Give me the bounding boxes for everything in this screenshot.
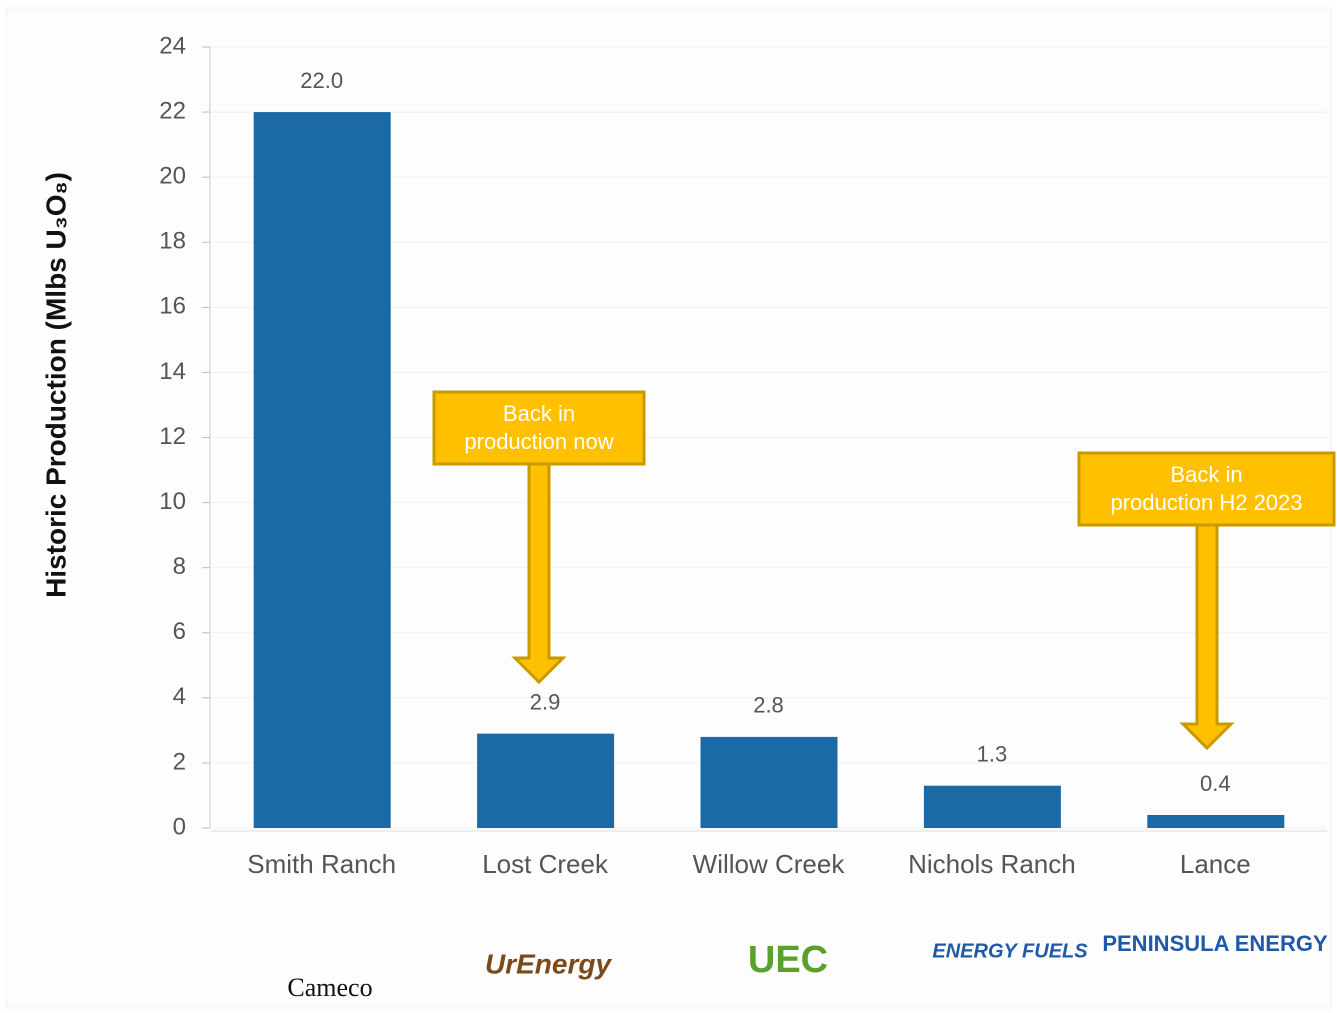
x-tick-label: Willow Creek [693, 849, 846, 879]
y-axis-label: Historic Production (Mlbs U₃O₈) [40, 172, 71, 598]
bar [1147, 814, 1285, 828]
y-tick-label: 24 [159, 32, 186, 59]
y-tick-label: 18 [159, 228, 186, 255]
y-tick-label: 8 [173, 553, 186, 580]
annotation-arrow [1179, 523, 1235, 751]
logo-text: Cameco [287, 973, 372, 1002]
y-tick-label: 4 [173, 683, 186, 710]
y-tick-label: 0 [173, 813, 186, 840]
annotation-arrow [511, 462, 567, 685]
x-tick-label: Nichols Ranch [908, 849, 1076, 879]
x-tick-label: Lance [1180, 849, 1251, 879]
logo-text: PENINSULA ENERGY [1102, 931, 1328, 956]
y-tick-label: 14 [159, 358, 186, 385]
logo-text: UEC [748, 939, 828, 981]
value-label: 2.8 [753, 693, 784, 718]
value-label: 1.3 [977, 742, 1008, 767]
annotation-text: production now [464, 429, 613, 454]
y-tick-label: 10 [159, 488, 186, 515]
annotation-box [432, 390, 646, 466]
y-tick-label: 12 [159, 423, 186, 450]
y-tick-label: 6 [173, 618, 186, 645]
annotation-text: production H2 2023 [1110, 490, 1302, 515]
bar [700, 736, 838, 828]
logo-text: ENERGY FUELS [932, 940, 1088, 962]
value-label: 2.9 [530, 689, 561, 714]
x-tick-label: Lost Creek [482, 849, 609, 879]
x-tick-label: Smith Ranch [247, 849, 396, 879]
bar [923, 785, 1061, 828]
value-label: 22.0 [300, 68, 343, 93]
annotation-text: Back in [1170, 462, 1242, 487]
annotation-box [1077, 451, 1336, 527]
y-tick-label: 20 [159, 163, 186, 190]
y-tick-label: 16 [159, 293, 186, 320]
value-label: 0.4 [1200, 771, 1231, 796]
annotation-text: Back in [503, 401, 575, 426]
bar [477, 733, 615, 828]
y-tick-label: 22 [159, 97, 186, 124]
logo-text: UrEnergy [485, 948, 612, 979]
y-tick-label: 2 [173, 748, 186, 775]
bar [253, 112, 391, 829]
